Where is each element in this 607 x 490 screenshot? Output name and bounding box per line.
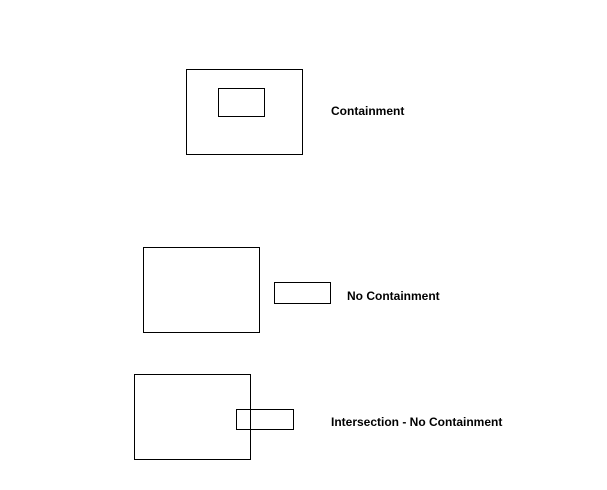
intersection-small-rectangle	[236, 409, 294, 430]
intersection-large-rectangle	[134, 374, 251, 460]
containment-inner-rectangle	[218, 88, 265, 117]
containment-label: Containment	[331, 104, 405, 118]
intersection-label: Intersection - No Containment	[331, 415, 503, 429]
containment-outer-rectangle	[186, 69, 303, 155]
no-containment-label: No Containment	[347, 289, 440, 303]
no-containment-small-rectangle	[274, 282, 331, 304]
no-containment-large-rectangle	[143, 247, 260, 333]
